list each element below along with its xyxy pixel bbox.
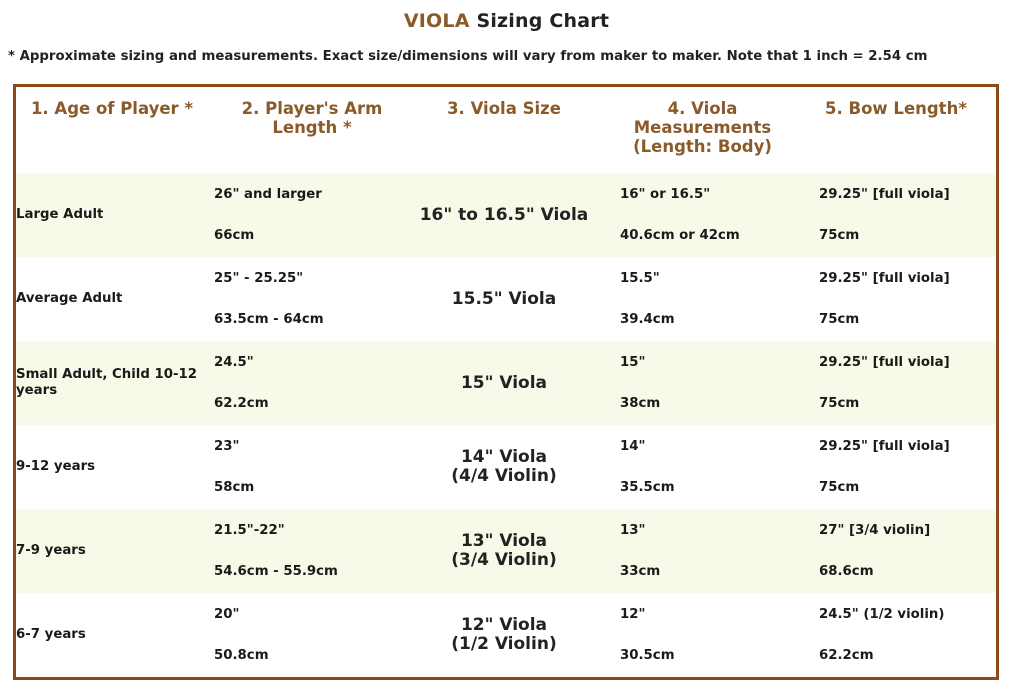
bow-length-inches: 29.25" [full viola] xyxy=(819,187,950,202)
bow-length-inches: 29.25" [full viola] xyxy=(819,355,950,370)
cell-age: 9-12 years xyxy=(16,459,96,474)
cell-viola-measurements: 15.5" 39.4cm xyxy=(604,257,801,341)
viola-size-violin-equivalent: (1/2 Violin) xyxy=(451,634,557,654)
cell-viola-size: 16" to 16.5" Viola xyxy=(404,173,604,257)
measurement-cm: 33cm xyxy=(620,564,661,579)
table-row: Large Adult 26" and larger 66cm 16" to 16.5… xyxy=(16,173,996,257)
viola-size-label: 15" Viola xyxy=(460,372,548,393)
cell-bow-length: 29.25" [full viola] 75cm xyxy=(801,341,996,425)
cell-viola-size: 15.5" Viola xyxy=(404,257,604,341)
cell-viola-size: 13" Viola (3/4 Violin) xyxy=(404,509,604,593)
table-row: Average Adult 25" - 25.25" 63.5cm - 64cm 15… xyxy=(16,257,996,341)
measurement-cm: 40.6cm or 42cm xyxy=(620,228,740,243)
arm-length-cm: 58cm xyxy=(214,480,255,495)
cell-bow-length: 24.5" (1/2 violin) 62.2cm xyxy=(801,593,996,677)
page-title-accent: VIOLA xyxy=(403,10,470,32)
cell-arm-length: 21.5"-22" 54.6cm - 55.9cm xyxy=(214,509,404,593)
table-row: 7-9 years 21.5"-22" 54.6cm - 55.9cm 13" Vio… xyxy=(16,509,996,593)
bow-length-cm: 75cm xyxy=(819,396,860,411)
measurement-cm: 39.4cm xyxy=(620,312,675,327)
arm-length-inches: 21.5"-22" xyxy=(214,523,285,538)
viola-size-label: 16" to 16.5" Viola xyxy=(419,204,589,225)
cell-bow-length: 27" [3/4 violin] 68.6cm xyxy=(801,509,996,593)
arm-length-cm: 54.6cm - 55.9cm xyxy=(214,564,338,579)
arm-length-inches: 25" - 25.25" xyxy=(214,271,304,286)
cell-viola-size: 14" Viola (4/4 Violin) xyxy=(404,425,604,509)
measurement-inches: 15" xyxy=(620,355,646,370)
cell-arm-length: 25" - 25.25" 63.5cm - 64cm xyxy=(214,257,404,341)
measurement-inches: 13" xyxy=(620,523,646,538)
bow-length-inches: 29.25" [full viola] xyxy=(819,271,950,286)
cell-bow-length: 29.25" [full viola] 75cm xyxy=(801,257,996,341)
cell-age: Large Adult xyxy=(16,173,214,257)
header-viola-size: 3. Viola Size xyxy=(447,99,561,118)
cell-viola-measurements: 16" or 16.5" 40.6cm or 42cm xyxy=(604,173,801,257)
viola-size-label: 14" Viola xyxy=(460,447,548,467)
page-title: VIOLA Sizing Chart xyxy=(0,10,1013,32)
measurement-inches: 16" or 16.5" xyxy=(620,187,711,202)
table-row: 9-12 years 23" 58cm 14" Viola (4/4 Violin) 14… xyxy=(16,425,996,509)
cell-age: Average Adult xyxy=(16,291,123,306)
cell-arm-length: 24.5" 62.2cm xyxy=(214,341,404,425)
arm-length-inches: 23" xyxy=(214,439,240,454)
table-body: Large Adult 26" and larger 66cm 16" to 16.5… xyxy=(16,173,996,677)
bow-length-cm: 75cm xyxy=(819,228,860,243)
sizing-note: * Approximate sizing and measurements. E… xyxy=(8,49,928,64)
measurement-inches: 15.5" xyxy=(620,271,660,286)
sizing-table: 1. Age of Player * 2. Player's Arm Lengt… xyxy=(16,87,996,677)
arm-length-inches: 24.5" xyxy=(214,355,254,370)
cell-arm-length: 26" and larger 66cm xyxy=(214,173,404,257)
cell-viola-measurements: 13" 33cm xyxy=(604,509,801,593)
header-viola-measurements: 4. Viola Measurements (Length: Body) xyxy=(633,99,772,156)
cell-bow-length: 29.25" [full viola] 75cm xyxy=(801,425,996,509)
bow-length-inches: 29.25" [full viola] xyxy=(819,439,950,454)
cell-viola-size: 15" Viola xyxy=(404,341,604,425)
header-age: 1. Age of Player * xyxy=(30,99,194,118)
table-header-row: 1. Age of Player * 2. Player's Arm Lengt… xyxy=(16,87,996,173)
bow-length-cm: 68.6cm xyxy=(819,564,874,579)
measurement-cm: 30.5cm xyxy=(620,648,675,663)
arm-length-inches: 26" and larger xyxy=(214,187,322,202)
arm-length-cm: 50.8cm xyxy=(214,648,269,663)
viola-size-label: 15.5" Viola xyxy=(451,288,557,309)
table-row: Small Adult, Child 10-12 years 24.5" 62.2c… xyxy=(16,341,996,425)
arm-length-inches: 20" xyxy=(214,607,240,622)
table-row: 6-7 years 20" 50.8cm 12" Viola (1/2 Violin) 1… xyxy=(16,593,996,677)
measurement-inches: 14" xyxy=(620,439,646,454)
bow-length-inches: 24.5" (1/2 violin) xyxy=(819,607,945,622)
cell-viola-measurements: 15" 38cm xyxy=(604,341,801,425)
measurement-inches: 12" xyxy=(620,607,646,622)
viola-size-label: 12" Viola xyxy=(460,615,548,635)
cell-age: 6-7 years xyxy=(16,627,86,642)
bow-length-inches: 27" [3/4 violin] xyxy=(819,523,931,538)
cell-arm-length: 23" 58cm xyxy=(214,425,404,509)
header-bow-length: 5. Bow Length* xyxy=(825,99,967,118)
viola-size-violin-equivalent: (3/4 Violin) xyxy=(451,550,557,570)
cell-age: 7-9 years xyxy=(16,509,214,593)
cell-viola-size: 12" Viola (1/2 Violin) xyxy=(404,593,604,677)
cell-viola-measurements: 12" 30.5cm xyxy=(604,593,801,677)
arm-length-cm: 62.2cm xyxy=(214,396,269,411)
arm-length-cm: 63.5cm - 64cm xyxy=(214,312,324,327)
viola-size-violin-equivalent: (4/4 Violin) xyxy=(451,466,557,486)
page-title-rest: Sizing Chart xyxy=(476,10,610,32)
cell-viola-measurements: 14" 35.5cm xyxy=(604,425,801,509)
cell-bow-length: 29.25" [full viola] 75cm xyxy=(801,173,996,257)
measurement-cm: 38cm xyxy=(620,396,661,411)
viola-size-label: 13" Viola xyxy=(460,531,548,551)
bow-length-cm: 75cm xyxy=(819,480,860,495)
cell-age: Small Adult, Child 10-12 years xyxy=(16,341,214,425)
header-arm-length: 2. Player's Arm Length * xyxy=(241,99,383,137)
cell-arm-length: 20" 50.8cm xyxy=(214,593,404,677)
arm-length-cm: 66cm xyxy=(214,228,255,243)
bow-length-cm: 75cm xyxy=(819,312,860,327)
sizing-table-frame: 1. Age of Player * 2. Player's Arm Lengt… xyxy=(13,84,999,680)
measurement-cm: 35.5cm xyxy=(620,480,675,495)
bow-length-cm: 62.2cm xyxy=(819,648,874,663)
